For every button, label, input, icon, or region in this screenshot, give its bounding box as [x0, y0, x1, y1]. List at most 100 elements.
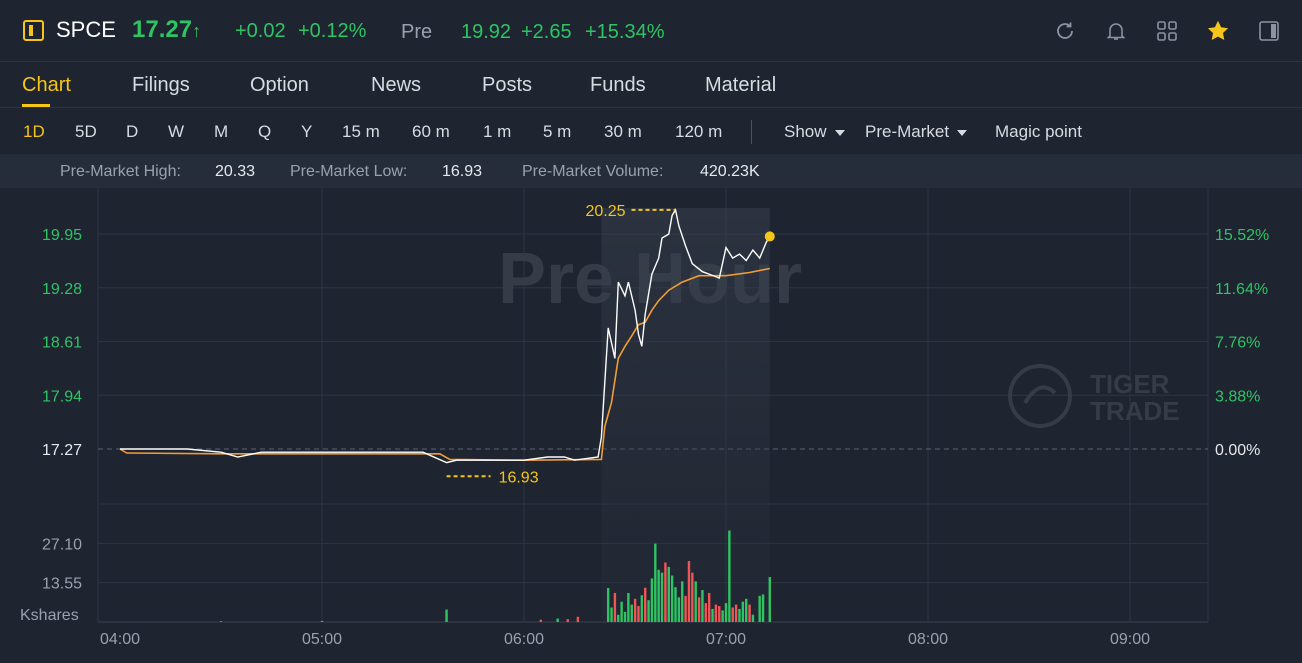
tab-funds[interactable]: Funds	[590, 74, 646, 96]
volume-bar	[660, 572, 664, 622]
y-tick-label: 19.95	[42, 227, 82, 244]
x-tick-label: 05:00	[302, 631, 342, 648]
volume-bar	[670, 575, 674, 622]
volume-bar	[694, 581, 697, 622]
period-m[interactable]: M	[214, 122, 229, 141]
period-y[interactable]: Y	[301, 122, 313, 141]
period-1m[interactable]: 1 m	[483, 122, 512, 141]
show-dropdown[interactable]: Show	[784, 122, 845, 142]
x-tick-label: 08:00	[908, 631, 948, 648]
high-annotation: 20.25	[585, 203, 625, 220]
volume-bar	[691, 572, 694, 622]
low-label: Pre-Market Low:	[290, 163, 408, 180]
chevron-down-icon	[834, 129, 845, 136]
volume-bar	[687, 561, 691, 622]
high-value: 20.33	[215, 163, 256, 180]
average-price-line	[119, 267, 770, 462]
volume-bar	[704, 603, 707, 622]
up-arrow-icon: ↑	[192, 21, 202, 41]
volume-bar	[320, 620, 324, 622]
tiger-trade-watermark: TIGER TRADE	[1008, 364, 1180, 428]
volume-bar	[617, 614, 620, 622]
low-annotation: 16.93	[499, 469, 539, 486]
period-1d[interactable]: 1D	[23, 122, 45, 141]
session-dropdown[interactable]: Pre-Market	[865, 122, 968, 142]
period-toolbar: 1D 5D D W M Q Y 15 m 60 m 1 m 5 m 30 m 1…	[0, 108, 1302, 154]
volume-bar	[707, 592, 711, 622]
volume-bar	[745, 598, 748, 622]
period-15m[interactable]: 15 m	[342, 122, 380, 141]
volume-bar	[711, 608, 714, 622]
quote-header: SPCE 17.27↑ +0.02 +0.12% Pre 19.92 +2.65…	[0, 0, 1302, 62]
volume-bar	[681, 581, 684, 622]
volume-bar	[714, 604, 718, 622]
volume-bar	[644, 587, 647, 622]
toolbar-divider	[751, 120, 752, 144]
price-change-pct: +0.12%	[298, 20, 367, 42]
volume-bar	[620, 601, 623, 622]
refresh-icon[interactable]	[1052, 18, 1078, 44]
intraday-chart[interactable]: Pre Hour TIGER TRADE 04:0005:0006:0007:0…	[0, 188, 1302, 663]
period-60m[interactable]: 60 m	[412, 122, 450, 141]
tab-chart[interactable]: Chart	[22, 74, 71, 96]
tab-news[interactable]: News	[371, 74, 422, 96]
brand-word-1: TIGER	[1090, 369, 1170, 399]
panel-icon[interactable]	[1256, 18, 1282, 44]
pre-change-pct: +15.34%	[585, 21, 665, 43]
x-tick-label: 07:00	[706, 631, 746, 648]
last-price: 17.27↑	[132, 16, 202, 43]
tab-filings[interactable]: Filings	[132, 74, 190, 96]
tab-posts[interactable]: Posts	[482, 74, 533, 96]
period-120m[interactable]: 120 m	[675, 122, 723, 141]
volume-bar	[728, 530, 731, 622]
x-tick-label: 04:00	[100, 631, 140, 648]
bell-icon[interactable]	[1103, 18, 1129, 44]
y-tick-label: 19.28	[42, 281, 82, 298]
x-tick-label: 09:00	[1110, 631, 1150, 648]
volume-bar	[633, 598, 637, 622]
volume-bar	[650, 578, 654, 622]
tab-material[interactable]: Material	[705, 74, 777, 96]
y-tick-pct-label: 3.88%	[1215, 388, 1260, 405]
volume-bar	[219, 621, 223, 622]
volume-bar	[576, 616, 580, 622]
pre-market-stats: Pre-Market High: 20.33 Pre-Market Low: 1…	[0, 154, 1302, 188]
period-30m[interactable]: 30 m	[604, 122, 642, 141]
tab-bar: Chart Filings Option News Posts Funds Ma…	[0, 62, 1302, 108]
high-label: Pre-Market High:	[60, 163, 181, 180]
volume-bar	[721, 610, 724, 622]
volume-bar	[667, 566, 670, 622]
magic-point-button[interactable]: Magic point	[995, 122, 1082, 141]
chevron-down-icon	[957, 129, 968, 136]
period-q[interactable]: Q	[258, 122, 272, 141]
symbol: SPCE	[56, 17, 116, 42]
period-d[interactable]: D	[126, 122, 139, 141]
period-w[interactable]: W	[168, 122, 185, 141]
volume-bar	[718, 606, 721, 622]
y-tick-pct-label: 11.64%	[1215, 281, 1268, 298]
price-line	[120, 208, 771, 464]
period-5m[interactable]: 5 m	[543, 122, 572, 141]
volume-bar	[566, 619, 569, 622]
volume-bar	[627, 592, 630, 622]
period-5d[interactable]: 5D	[75, 122, 97, 141]
volume-tick-label: 27.10	[42, 536, 82, 553]
brand-word-2: TRADE	[1090, 396, 1180, 426]
tab-option[interactable]: Option	[250, 74, 309, 96]
grid-icon[interactable]	[1154, 18, 1180, 44]
y-tick-label: 17.94	[42, 388, 82, 405]
y-tick-pct-label: 7.76%	[1215, 335, 1260, 352]
volume-bar	[751, 614, 755, 622]
session-highlight	[601, 208, 770, 622]
y-tick-pct-label: 0.00%	[1215, 442, 1260, 459]
y-tick-label: 17.27	[42, 442, 82, 459]
volume-bar	[677, 597, 681, 622]
pre-change: +2.65	[521, 21, 572, 43]
star-icon[interactable]	[1205, 18, 1231, 44]
volume-bar	[701, 590, 704, 622]
volume-tick-label: 13.55	[42, 576, 82, 593]
volume-bar	[758, 595, 761, 622]
volume-bar	[748, 604, 751, 622]
y-tick-pct-label: 15.52%	[1215, 227, 1269, 244]
volume-bar	[647, 600, 650, 622]
